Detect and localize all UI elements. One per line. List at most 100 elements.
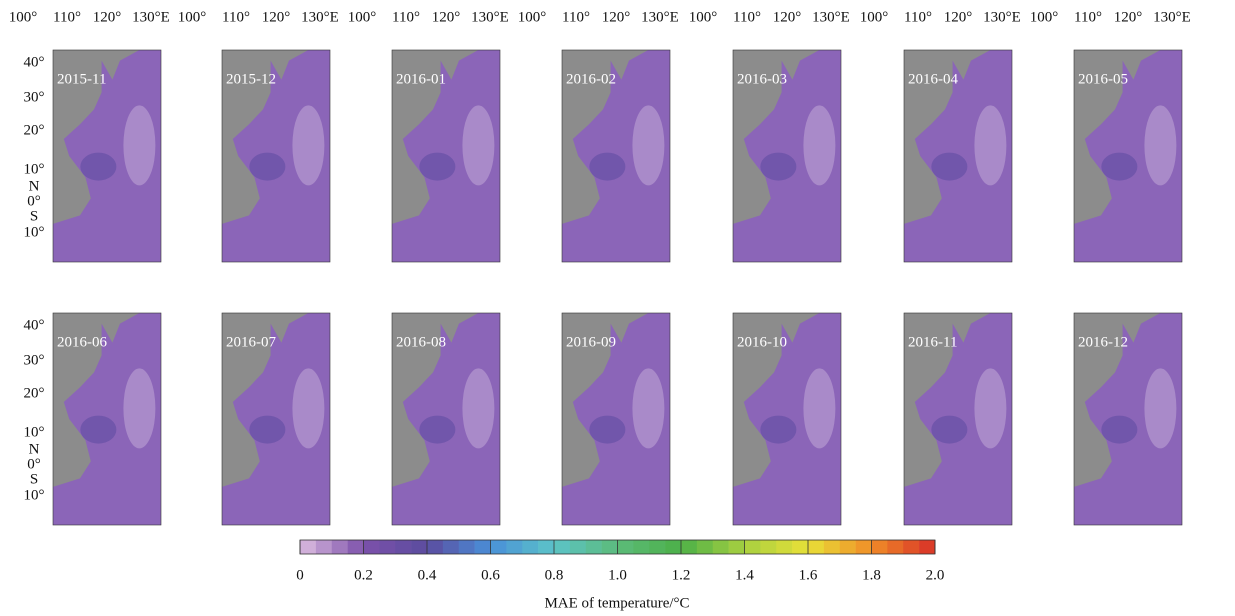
colorbar-tick-label: 1.2 (672, 567, 691, 583)
lon-tick-label: 100° (348, 9, 377, 25)
map-panel: 2016-04 (903, 49, 1013, 263)
colorbar-segment (315, 540, 333, 554)
lat-tick-label: 0° (27, 193, 41, 209)
light-region (123, 368, 156, 449)
lat-tick-label: S (30, 208, 38, 224)
lon-tick-label: 100° (689, 9, 718, 25)
lon-tick-label: 130°E (983, 9, 1021, 25)
light-region (1144, 105, 1177, 186)
sea-anomaly (760, 152, 797, 181)
panel-label: 2016-12 (1078, 334, 1128, 350)
sea-anomaly (931, 415, 968, 444)
colorbar-segment (458, 540, 475, 554)
frame (732, 312, 842, 526)
light-region (1144, 368, 1177, 449)
lon-tick-label: 120° (1114, 9, 1143, 25)
colorbar-segment (506, 540, 523, 554)
sea-anomaly (80, 152, 117, 181)
lon-tick-label: 130°E (471, 9, 509, 25)
sea-anomaly (1101, 152, 1138, 181)
panel-label: 2016-11 (908, 334, 957, 350)
lon-tick-label: 110° (562, 9, 590, 25)
panel-label: 2015-12 (226, 71, 276, 87)
sea-anomaly (589, 415, 626, 444)
lon-tick-label: 130°E (132, 9, 170, 25)
map-panel: 2016-02 (561, 49, 671, 263)
lat-tick-label: 10° (24, 224, 45, 240)
panel-label: 2016-02 (566, 71, 616, 87)
panel-label: 2016-08 (396, 334, 446, 350)
colorbar-segment (855, 540, 872, 554)
colorbar-segment (363, 540, 380, 554)
colorbar-segment (776, 540, 793, 554)
frame (561, 312, 671, 526)
lon-tick-label: 110° (53, 9, 81, 25)
colorbar-tick-label: 0.8 (545, 567, 564, 583)
frame (903, 312, 1013, 526)
colorbar-segment (300, 540, 317, 554)
colorbar-segment (490, 540, 507, 554)
colorbar-segment (681, 540, 698, 554)
panel-label: 2016-07 (226, 334, 276, 350)
lon-tick-label: 130°E (641, 9, 679, 25)
colorbar-segment (554, 540, 571, 554)
lon-tick-label: 100° (518, 9, 547, 25)
colorbar-segment (538, 540, 555, 554)
lon-tick-label: 110° (904, 9, 932, 25)
colorbar-segment (823, 540, 841, 554)
lon-tick-label: 100° (9, 9, 38, 25)
lon-tick-label: 110° (733, 9, 761, 25)
colorbar-segment (792, 540, 809, 554)
colorbar-segment (744, 540, 761, 554)
frame (391, 49, 501, 263)
colorbar-tick-label: 1.8 (862, 567, 881, 583)
map-panel: 2016-05 (1073, 49, 1183, 263)
frame (561, 49, 671, 263)
sea-anomaly (419, 415, 456, 444)
colorbar-segment (442, 540, 460, 554)
panel-label: 2016-01 (396, 71, 446, 87)
map-panel: 2016-03 (732, 49, 842, 263)
lon-tick-label: 130°E (812, 9, 850, 25)
light-region (123, 105, 156, 186)
lon-tick-label: 120° (432, 9, 461, 25)
colorbar-segment (839, 540, 856, 554)
frame (1073, 312, 1183, 526)
frame (52, 49, 162, 263)
light-region (974, 105, 1007, 186)
light-region (974, 368, 1007, 449)
panel-label: 2015-11 (57, 71, 106, 87)
map-panel: 2016-08 (391, 312, 501, 526)
light-region (632, 368, 665, 449)
lon-tick-label: 110° (392, 9, 420, 25)
lat-tick-label: 0° (27, 456, 41, 472)
colorbar-tick-label: 0.2 (354, 567, 373, 583)
colorbar-segment (760, 540, 777, 554)
lon-tick-label: 130°E (1153, 9, 1191, 25)
colorbar-tick-label: 1.0 (608, 567, 627, 583)
colorbar-segment (919, 540, 936, 554)
map-panel: 2016-09 (561, 312, 671, 526)
colorbar-segment (347, 540, 364, 554)
lat-tick-label: N (29, 178, 40, 194)
lat-tick-label: 20° (24, 385, 45, 401)
colorbar-segment (871, 540, 888, 554)
colorbar-segment (427, 540, 444, 554)
colorbar-segment (808, 540, 825, 554)
map-panel: 2016-11 (903, 312, 1013, 526)
colorbar-segment (633, 540, 650, 554)
colorbar-segment (887, 540, 904, 554)
colorbar-segment (617, 540, 634, 554)
colorbar-segment (903, 540, 920, 554)
colorbar-tick-label: 2.0 (926, 567, 945, 583)
colorbar-tick-label: 0.6 (481, 567, 500, 583)
map-panel: 2016-10 (732, 312, 842, 526)
lat-tick-label: 40° (24, 317, 45, 333)
sea-anomaly (1101, 415, 1138, 444)
lon-tick-label: 100° (1030, 9, 1059, 25)
panel-label: 2016-10 (737, 334, 787, 350)
sea-anomaly (249, 152, 286, 181)
lon-tick-label: 100° (178, 9, 207, 25)
frame (52, 312, 162, 526)
